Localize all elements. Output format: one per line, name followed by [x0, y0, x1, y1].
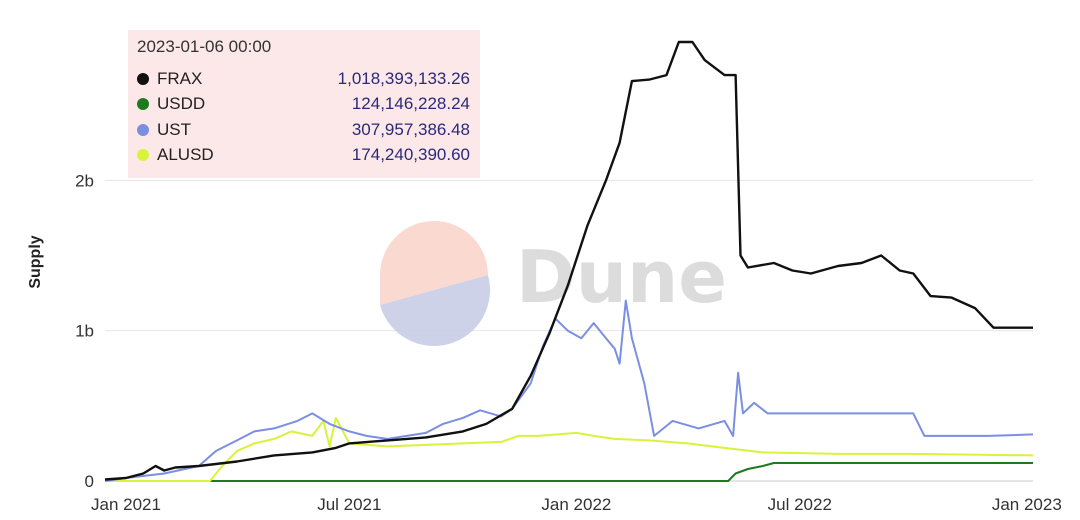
series-layer	[104, 40, 1034, 482]
tooltip-series-value: 174,240,390.60	[351, 145, 470, 165]
y-tick-label: 2b	[75, 171, 94, 190]
y-axis-ticks: 0 1b 2b	[75, 171, 94, 491]
tooltip-series-name: ALUSD	[157, 145, 214, 165]
series-line-usdd	[105, 462, 1033, 482]
series-color-dot	[137, 123, 149, 136]
tooltip-series-value: 1,018,393,133.26	[337, 68, 470, 88]
x-tick-label: Jul 2021	[317, 495, 381, 514]
hover-tooltip: 2023-01-06 00:00 FRAX 1,018,393,133.26 USD…	[128, 30, 480, 178]
tooltip-date: 2023-01-06 00:00	[137, 37, 272, 56]
series-line-alusd	[105, 416, 1034, 482]
tooltip-rows: FRAX 1,018,393,133.26 USDD 124,146,228.24 US…	[137, 66, 470, 168]
tooltip-row-usdd: USDD 124,146,228.24	[137, 92, 470, 118]
series-color-dot	[137, 72, 149, 85]
y-tick-label: 1b	[75, 322, 94, 341]
y-axis-title: Supply	[27, 235, 44, 288]
tooltip-row-frax: FRAX 1,018,393,133.26	[137, 66, 470, 92]
series-color-dot	[137, 98, 149, 111]
series-color-dot	[137, 149, 149, 162]
tooltip-row-ust: UST 307,957,386.48	[137, 117, 470, 143]
tooltip-row-alusd: ALUSD 174,240,390.60	[137, 143, 470, 169]
series-line-frax	[104, 40, 1033, 481]
dune-watermark: Dune	[380, 221, 727, 347]
series-line-ust	[104, 299, 1034, 482]
x-tick-label: Jan 2021	[91, 495, 161, 514]
tooltip-series-name: USDD	[157, 94, 206, 114]
watermark-logo-top	[380, 221, 488, 305]
x-tick-label: Jul 2022	[768, 495, 832, 514]
x-tick-label: Jan 2023	[992, 495, 1062, 514]
tooltip-series-value: 307,957,386.48	[351, 119, 470, 139]
tooltip-series-name: UST	[157, 119, 191, 139]
tooltip-series-name: FRAX	[157, 68, 203, 88]
watermark-text: Dune	[516, 235, 727, 319]
tooltip-series-value: 124,146,228.24	[351, 94, 470, 114]
y-tick-label: 0	[85, 472, 94, 491]
x-axis-ticks: Jan 2021 Jul 2021 Jan 2022 Jul 2022 Jan 2023	[91, 495, 1062, 514]
watermark-logo-bottom	[380, 275, 491, 347]
x-tick-label: Jan 2022	[541, 495, 611, 514]
